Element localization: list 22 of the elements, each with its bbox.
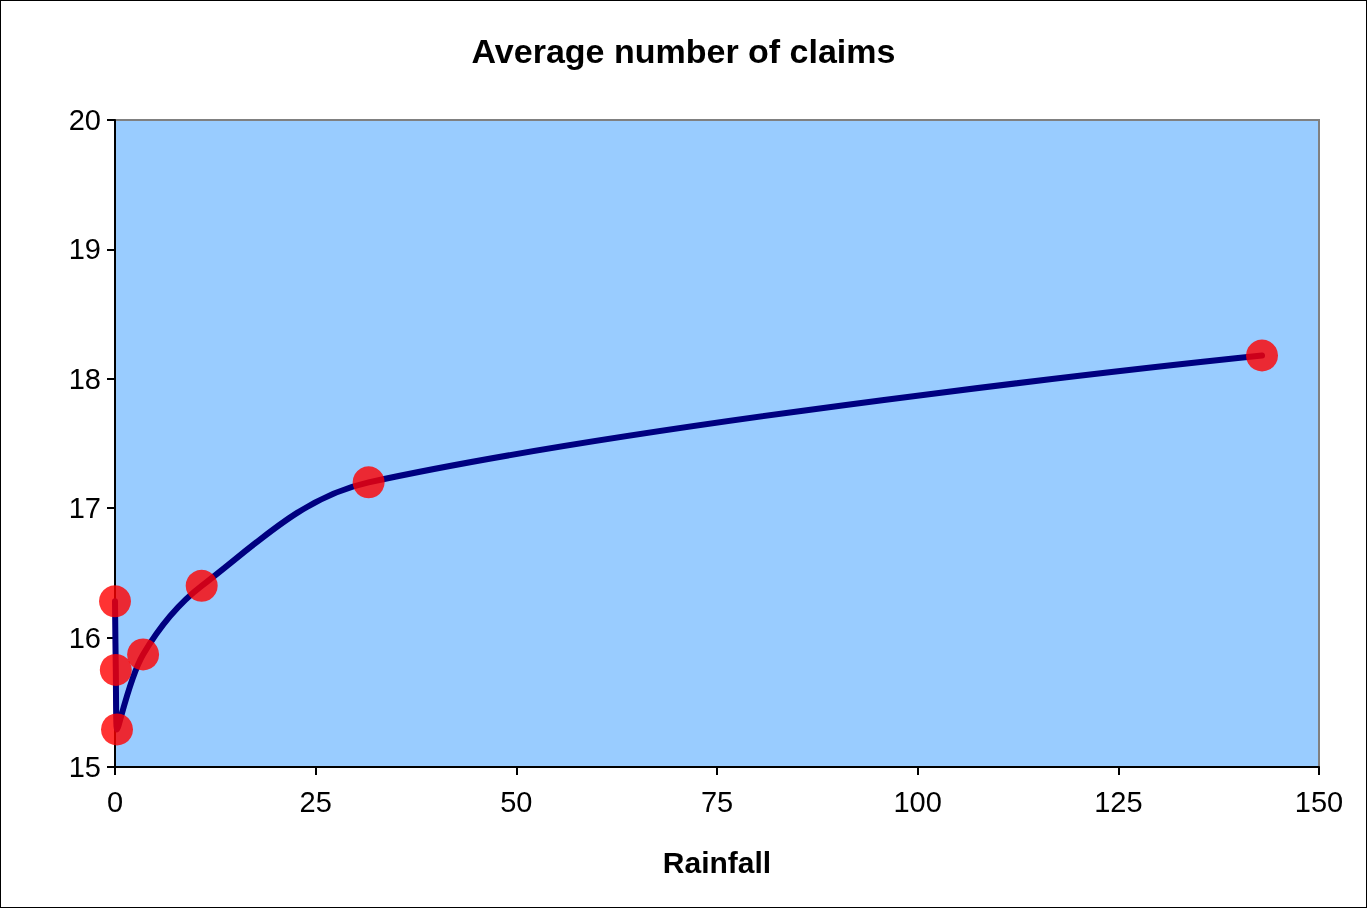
point (127, 638, 160, 671)
y-tick-label: 20 (68, 104, 101, 136)
point (1246, 339, 1279, 372)
point (352, 466, 385, 499)
point (99, 653, 132, 686)
y-tick-label: 15 (68, 751, 101, 783)
point (101, 713, 134, 746)
x-tick-label: 25 (299, 785, 332, 818)
y-tick-label: 18 (68, 362, 101, 395)
y-tick-label: 19 (68, 233, 101, 266)
y-tick-label: 16 (68, 621, 101, 654)
x-tick-label: 75 (700, 785, 734, 818)
x-tick-label: 125 (1094, 785, 1143, 818)
chart-title: Average number of claims (471, 32, 896, 70)
x-tick-label: 150 (1294, 785, 1344, 818)
y-tick-label: 17 (68, 492, 101, 525)
x-tick-label: 50 (500, 785, 533, 818)
point (185, 569, 218, 602)
point (99, 585, 131, 618)
x-axis-title: Rainfall (662, 845, 772, 879)
x-tick-label: 0 (106, 785, 124, 818)
x-tick-label: 100 (893, 785, 942, 818)
